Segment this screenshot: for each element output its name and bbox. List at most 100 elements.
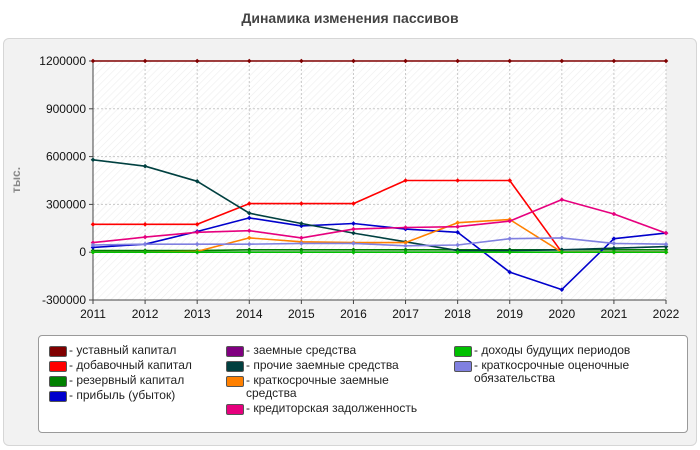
data-point bbox=[455, 249, 460, 255]
legend-label: - доходы будущих периодов bbox=[474, 343, 631, 357]
legend-swatch bbox=[49, 391, 67, 402]
data-point bbox=[455, 224, 460, 230]
legend-item: - уставный капитал bbox=[49, 344, 219, 357]
data-point bbox=[194, 249, 200, 255]
legend-swatch bbox=[226, 376, 244, 387]
legend-label: - добавочный капитал bbox=[69, 358, 192, 372]
legend-label: - краткосрочные заемные средства bbox=[246, 373, 389, 400]
x-tick-label: 2021 bbox=[601, 307, 628, 321]
data-point bbox=[90, 157, 96, 163]
legend-item: - прочие заемные средства bbox=[226, 359, 431, 372]
series-9 bbox=[90, 249, 669, 255]
y-tick-label: 300000 bbox=[46, 197, 86, 211]
data-point bbox=[142, 249, 148, 255]
series-8 bbox=[90, 197, 669, 245]
axes: -300000 0 300000 600000 900000 1200000 2011 201… bbox=[39, 54, 679, 321]
data-point bbox=[194, 178, 200, 184]
data-point bbox=[403, 249, 408, 255]
data-point bbox=[90, 242, 96, 248]
legend-item: - резервный капитал bbox=[49, 374, 219, 387]
data-point bbox=[351, 221, 356, 226]
data-point bbox=[455, 178, 460, 183]
legend-swatch bbox=[226, 404, 244, 415]
x-tick-label: 2022 bbox=[653, 307, 680, 321]
legend-swatch bbox=[49, 346, 67, 357]
x-tick-label: 2016 bbox=[340, 307, 367, 321]
legend-item: - доходы будущих периодов bbox=[454, 344, 679, 357]
data-point bbox=[403, 178, 408, 183]
data-point bbox=[299, 235, 304, 241]
data-point bbox=[663, 230, 669, 236]
legend-swatch bbox=[226, 346, 244, 357]
data-point bbox=[246, 235, 252, 241]
data-point bbox=[90, 222, 96, 227]
data-point bbox=[90, 245, 96, 250]
legend-item: - прибыль (убыток) bbox=[49, 389, 219, 402]
data-point bbox=[351, 230, 356, 236]
legend-swatch bbox=[454, 346, 472, 357]
legend-item: - краткосрочные оценочные обязательства bbox=[454, 359, 679, 385]
data-point bbox=[559, 287, 565, 292]
data-point bbox=[142, 163, 148, 169]
data-point bbox=[559, 58, 565, 64]
data-point bbox=[142, 241, 148, 247]
legend-label: - прибыль (убыток) bbox=[69, 388, 176, 402]
legend-label: - уставный капитал bbox=[69, 343, 177, 357]
data-point bbox=[246, 58, 252, 64]
data-point bbox=[246, 215, 252, 221]
legend-column-1: - уставный капитал - добавочный капитал - … bbox=[49, 344, 219, 404]
data-point bbox=[663, 247, 669, 253]
legend-item: - краткосрочные заемные средства bbox=[226, 374, 431, 400]
data-point bbox=[663, 58, 669, 64]
x-tick-label: 2011 bbox=[80, 307, 106, 321]
series-lines bbox=[90, 58, 669, 292]
legend-label: - кредиторская задолженность bbox=[246, 401, 418, 415]
data-point bbox=[559, 235, 565, 241]
data-point bbox=[299, 247, 304, 253]
data-point bbox=[299, 249, 304, 255]
data-point bbox=[663, 244, 669, 249]
y-tick-label: 900000 bbox=[46, 102, 86, 116]
legend-column-3: - доходы будущих периодов - краткосрочные… bbox=[454, 344, 679, 387]
data-point bbox=[90, 58, 96, 64]
legend-label: - резервный капитал bbox=[69, 373, 185, 387]
x-tick-label: 2018 bbox=[444, 307, 471, 321]
chart-title: Динамика изменения пассивов bbox=[241, 10, 459, 26]
data-point bbox=[507, 218, 513, 224]
legend-label: - прочие заемные средства bbox=[246, 358, 399, 372]
x-tick-label: 2017 bbox=[392, 307, 419, 321]
data-point bbox=[299, 58, 304, 64]
data-point bbox=[611, 236, 617, 241]
legend-item: - заемные средства bbox=[226, 344, 431, 357]
data-point bbox=[246, 241, 252, 247]
data-point bbox=[403, 243, 408, 249]
data-point bbox=[403, 247, 408, 253]
plot-area bbox=[93, 61, 666, 300]
data-point bbox=[507, 269, 513, 275]
data-point bbox=[246, 247, 252, 253]
data-point bbox=[90, 240, 96, 245]
data-point bbox=[403, 58, 408, 64]
legend-item: - добавочный капитал bbox=[49, 359, 219, 372]
data-point bbox=[246, 249, 252, 255]
data-point bbox=[611, 211, 617, 217]
data-point bbox=[351, 226, 356, 232]
x-tick-label: 2014 bbox=[236, 307, 263, 321]
x-tick-label: 2012 bbox=[132, 307, 159, 321]
data-point bbox=[507, 249, 513, 255]
data-point bbox=[663, 241, 669, 247]
legend: - уставный капитал - добавочный капитал - … bbox=[38, 335, 688, 433]
data-point bbox=[194, 222, 200, 227]
data-point bbox=[507, 178, 513, 183]
data-point bbox=[194, 229, 200, 235]
data-point bbox=[299, 221, 304, 226]
data-point bbox=[246, 201, 252, 206]
legend-item: - кредиторская задолженность bbox=[226, 402, 431, 415]
y-tick-label: 0 bbox=[79, 245, 86, 259]
data-point bbox=[142, 58, 148, 64]
data-point bbox=[403, 240, 408, 245]
legend-label: - заемные средства bbox=[246, 343, 357, 357]
legend-swatch bbox=[49, 376, 67, 387]
data-point bbox=[299, 201, 304, 206]
series-line bbox=[92, 198, 667, 244]
